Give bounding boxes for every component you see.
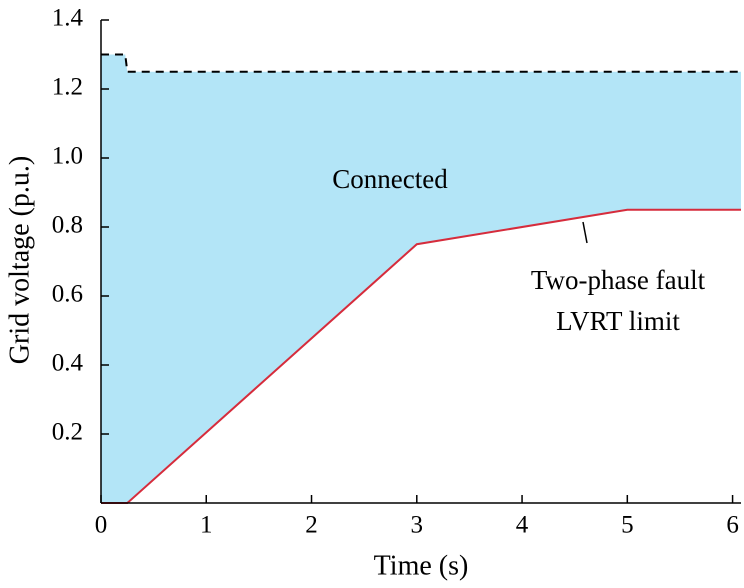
- y-tick-label: 0.8: [52, 212, 83, 239]
- y-axis-title: Grid voltage (p.u.): [4, 156, 35, 364]
- annotation: Connected: [332, 164, 448, 194]
- x-tick-label: 0: [95, 512, 108, 539]
- y-tick-label: 1.4: [52, 5, 84, 32]
- x-tick-label: 4: [516, 512, 529, 539]
- y-tick-label: 0.6: [52, 281, 83, 308]
- x-axis-title: Time (s): [374, 550, 469, 581]
- y-tick-label: 0.2: [52, 419, 83, 446]
- x-tick-label: 6: [726, 512, 739, 539]
- x-tick-label: 1: [200, 512, 213, 539]
- y-tick-label: 1.0: [52, 143, 83, 170]
- connected-area: [101, 54, 741, 503]
- x-tick-label: 5: [621, 512, 634, 539]
- x-tick-label: 3: [411, 512, 424, 539]
- y-tick-label: 0.4: [52, 350, 84, 377]
- x-tick-label: 2: [305, 512, 318, 539]
- series-line: [101, 53, 741, 73]
- y-tick-label: 1.2: [52, 74, 83, 101]
- annotation-pointer: [582, 221, 588, 244]
- annotation: Two-phase fault: [531, 265, 706, 295]
- annotation: LVRT limit: [556, 306, 680, 336]
